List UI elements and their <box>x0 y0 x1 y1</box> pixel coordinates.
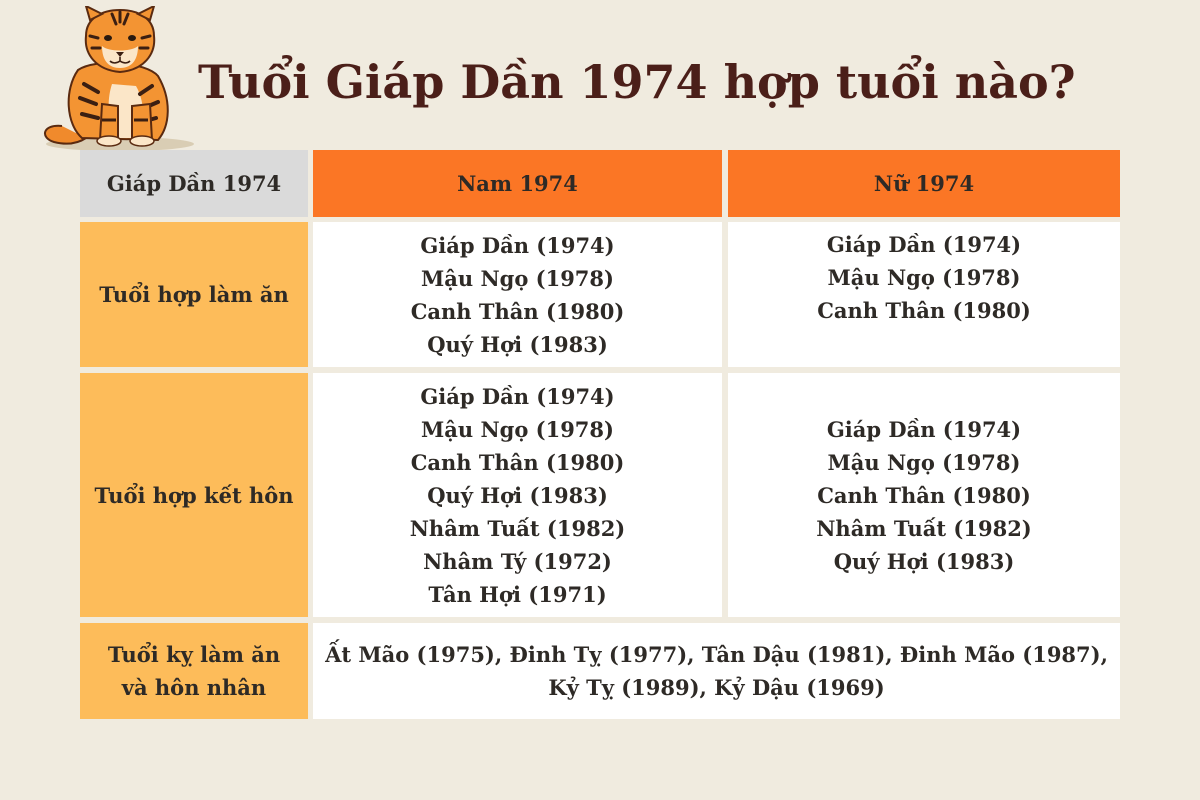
row-label-business: Tuổi hợp làm ăn <box>80 222 308 367</box>
list-item: Canh Thân (1980) <box>410 298 625 324</box>
avoid-value: Ất Mão (1975), Đinh Tỵ (1977), Tân Dậu (… <box>313 623 1120 719</box>
row-label-avoid-line1: Tuổi kỵ làm ăn <box>107 642 281 667</box>
list-item: Mậu Ngọ (1978) <box>827 449 1021 475</box>
list-item: Canh Thân (1980) <box>410 449 625 475</box>
row-label-avoid: Tuổi kỵ làm ăn và hôn nhân <box>80 623 308 719</box>
list-item: Giáp Dần (1974) <box>826 232 1022 257</box>
list-item: Canh Thân (1980) <box>817 298 1031 323</box>
row-label-marriage: Tuổi hợp kết hôn <box>80 373 308 617</box>
marriage-male-list: Giáp Dần (1974) Mậu Ngọ (1978) Canh Thân… <box>313 373 722 617</box>
header-female-cell: Nữ 1974 <box>728 150 1120 217</box>
list-item: Quý Hợi (1983) <box>833 548 1015 574</box>
list-item: Giáp Dần (1974) <box>826 416 1022 442</box>
list-item: Mậu Ngọ (1978) <box>421 265 614 291</box>
list-item: Nhâm Tuất (1982) <box>816 515 1032 541</box>
header-year-cell: Giáp Dần 1974 <box>80 150 308 217</box>
list-item: Giáp Dần (1974) <box>420 232 615 258</box>
list-item: Canh Thân (1980) <box>817 482 1031 508</box>
marriage-female-list: Giáp Dần (1974) Mậu Ngọ (1978) Canh Thân… <box>728 373 1120 617</box>
business-male-list: Giáp Dần (1974) Mậu Ngọ (1978) Canh Thân… <box>313 222 722 367</box>
list-item: Mậu Ngọ (1978) <box>421 416 614 442</box>
tiger-illustration <box>44 6 194 151</box>
list-item: Mậu Ngọ (1978) <box>827 265 1021 290</box>
page-title: Tuổi Giáp Dần 1974 hợp tuổi nào? <box>198 55 1076 109</box>
business-female-list: Giáp Dần (1974) Mậu Ngọ (1978) Canh Thân… <box>728 222 1120 367</box>
header-male-cell: Nam 1974 <box>313 150 722 217</box>
row-label-avoid-line2: và hôn nhân <box>121 675 267 700</box>
list-item: Nhâm Tý (1972) <box>423 548 612 574</box>
list-item: Tân Hợi (1971) <box>428 581 607 607</box>
list-item: Quý Hợi (1983) <box>427 331 608 357</box>
list-item: Giáp Dần (1974) <box>420 383 615 409</box>
list-item: Nhâm Tuất (1982) <box>409 515 626 541</box>
list-item: Quý Hợi (1983) <box>427 482 608 508</box>
